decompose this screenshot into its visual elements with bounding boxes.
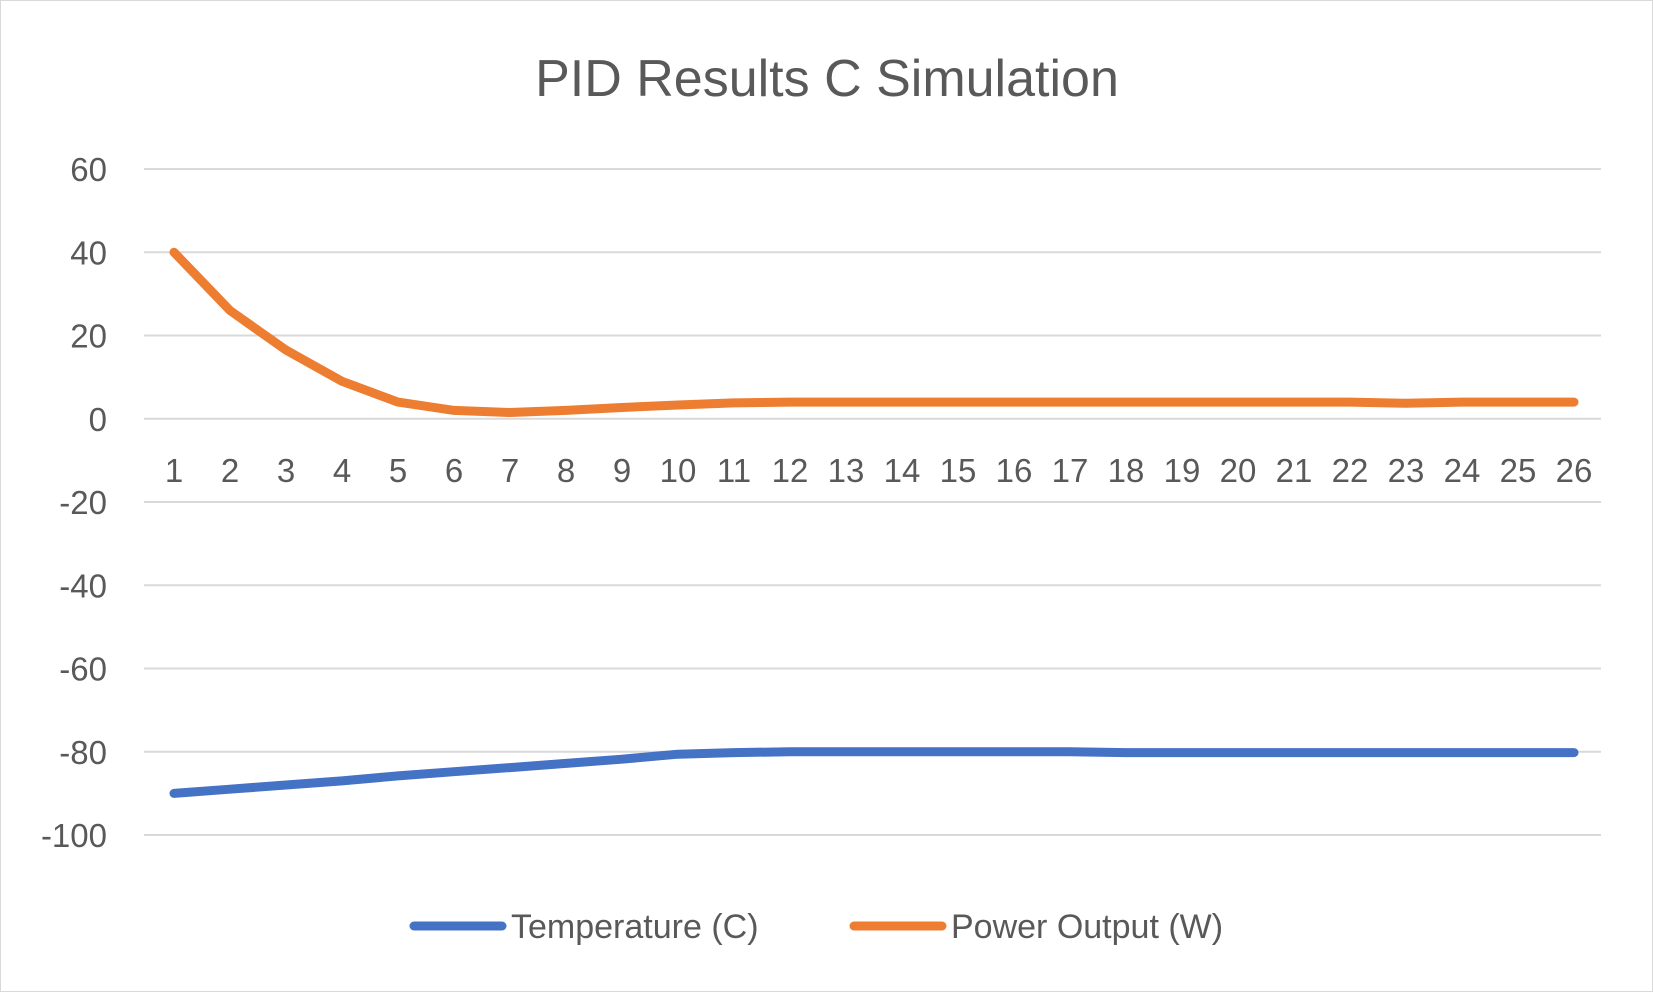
x-tick-label: 12 xyxy=(772,452,809,489)
x-tick-label: 1 xyxy=(165,452,183,489)
chart-title: PID Results C Simulation xyxy=(535,50,1119,108)
y-tick-label: 40 xyxy=(70,234,107,271)
y-axis-tick-labels: 60 40 20 0 -20 -40 -60 -80 -100 xyxy=(41,151,107,854)
legend-entry: Power Output (W) xyxy=(849,908,1223,946)
series-lines xyxy=(169,247,1579,798)
x-tick-label: 7 xyxy=(501,452,519,489)
x-tick-label: 21 xyxy=(1276,452,1313,489)
y-tick-label: -100 xyxy=(41,817,107,854)
y-tick-label: -80 xyxy=(59,734,107,771)
series-line-power-output xyxy=(169,247,1579,417)
x-tick-label: 15 xyxy=(940,452,977,489)
x-tick-label: 5 xyxy=(389,452,407,489)
x-tick-label: 17 xyxy=(1052,452,1089,489)
x-tick-label: 13 xyxy=(828,452,865,489)
y-tick-label: -20 xyxy=(59,484,107,521)
x-tick-label: 8 xyxy=(557,452,575,489)
x-tick-label: 18 xyxy=(1108,452,1145,489)
x-tick-label: 2 xyxy=(221,452,239,489)
x-tick-label: 19 xyxy=(1164,452,1201,489)
x-tick-label: 23 xyxy=(1388,452,1425,489)
x-tick-label: 11 xyxy=(717,452,751,489)
x-tick-label: 25 xyxy=(1500,452,1537,489)
x-tick-label: 14 xyxy=(884,452,921,489)
x-tick-label: 20 xyxy=(1220,452,1257,489)
legend-label: Power Output (W) xyxy=(951,908,1223,946)
gridlines xyxy=(144,168,1601,836)
x-axis-tick-labels: 1 2 3 4 5 6 7 8 9 10 11 12 13 14 15 16 17 18 19 20 21 22 23 24 2… xyxy=(165,452,1593,489)
x-tick-label: 22 xyxy=(1332,452,1369,489)
x-tick-label: 16 xyxy=(996,452,1033,489)
series-line-temperature xyxy=(169,747,1579,798)
x-tick-label: 4 xyxy=(333,452,351,489)
x-tick-label: 3 xyxy=(277,452,295,489)
x-tick-label: 24 xyxy=(1444,452,1481,489)
x-tick-label: 9 xyxy=(613,452,631,489)
y-tick-label: 0 xyxy=(89,401,107,438)
legend-entry: Temperature (C) xyxy=(409,908,759,946)
y-tick-label: -40 xyxy=(59,567,107,604)
legend: Temperature (C) Power Output (W) xyxy=(409,908,1223,946)
legend-label: Temperature (C) xyxy=(511,908,759,946)
y-tick-label: 60 xyxy=(70,151,107,188)
y-tick-label: 20 xyxy=(70,318,107,355)
x-tick-label: 26 xyxy=(1556,452,1593,489)
y-tick-label: -60 xyxy=(59,651,107,688)
x-tick-label: 10 xyxy=(660,452,697,489)
x-tick-label: 6 xyxy=(445,452,463,489)
